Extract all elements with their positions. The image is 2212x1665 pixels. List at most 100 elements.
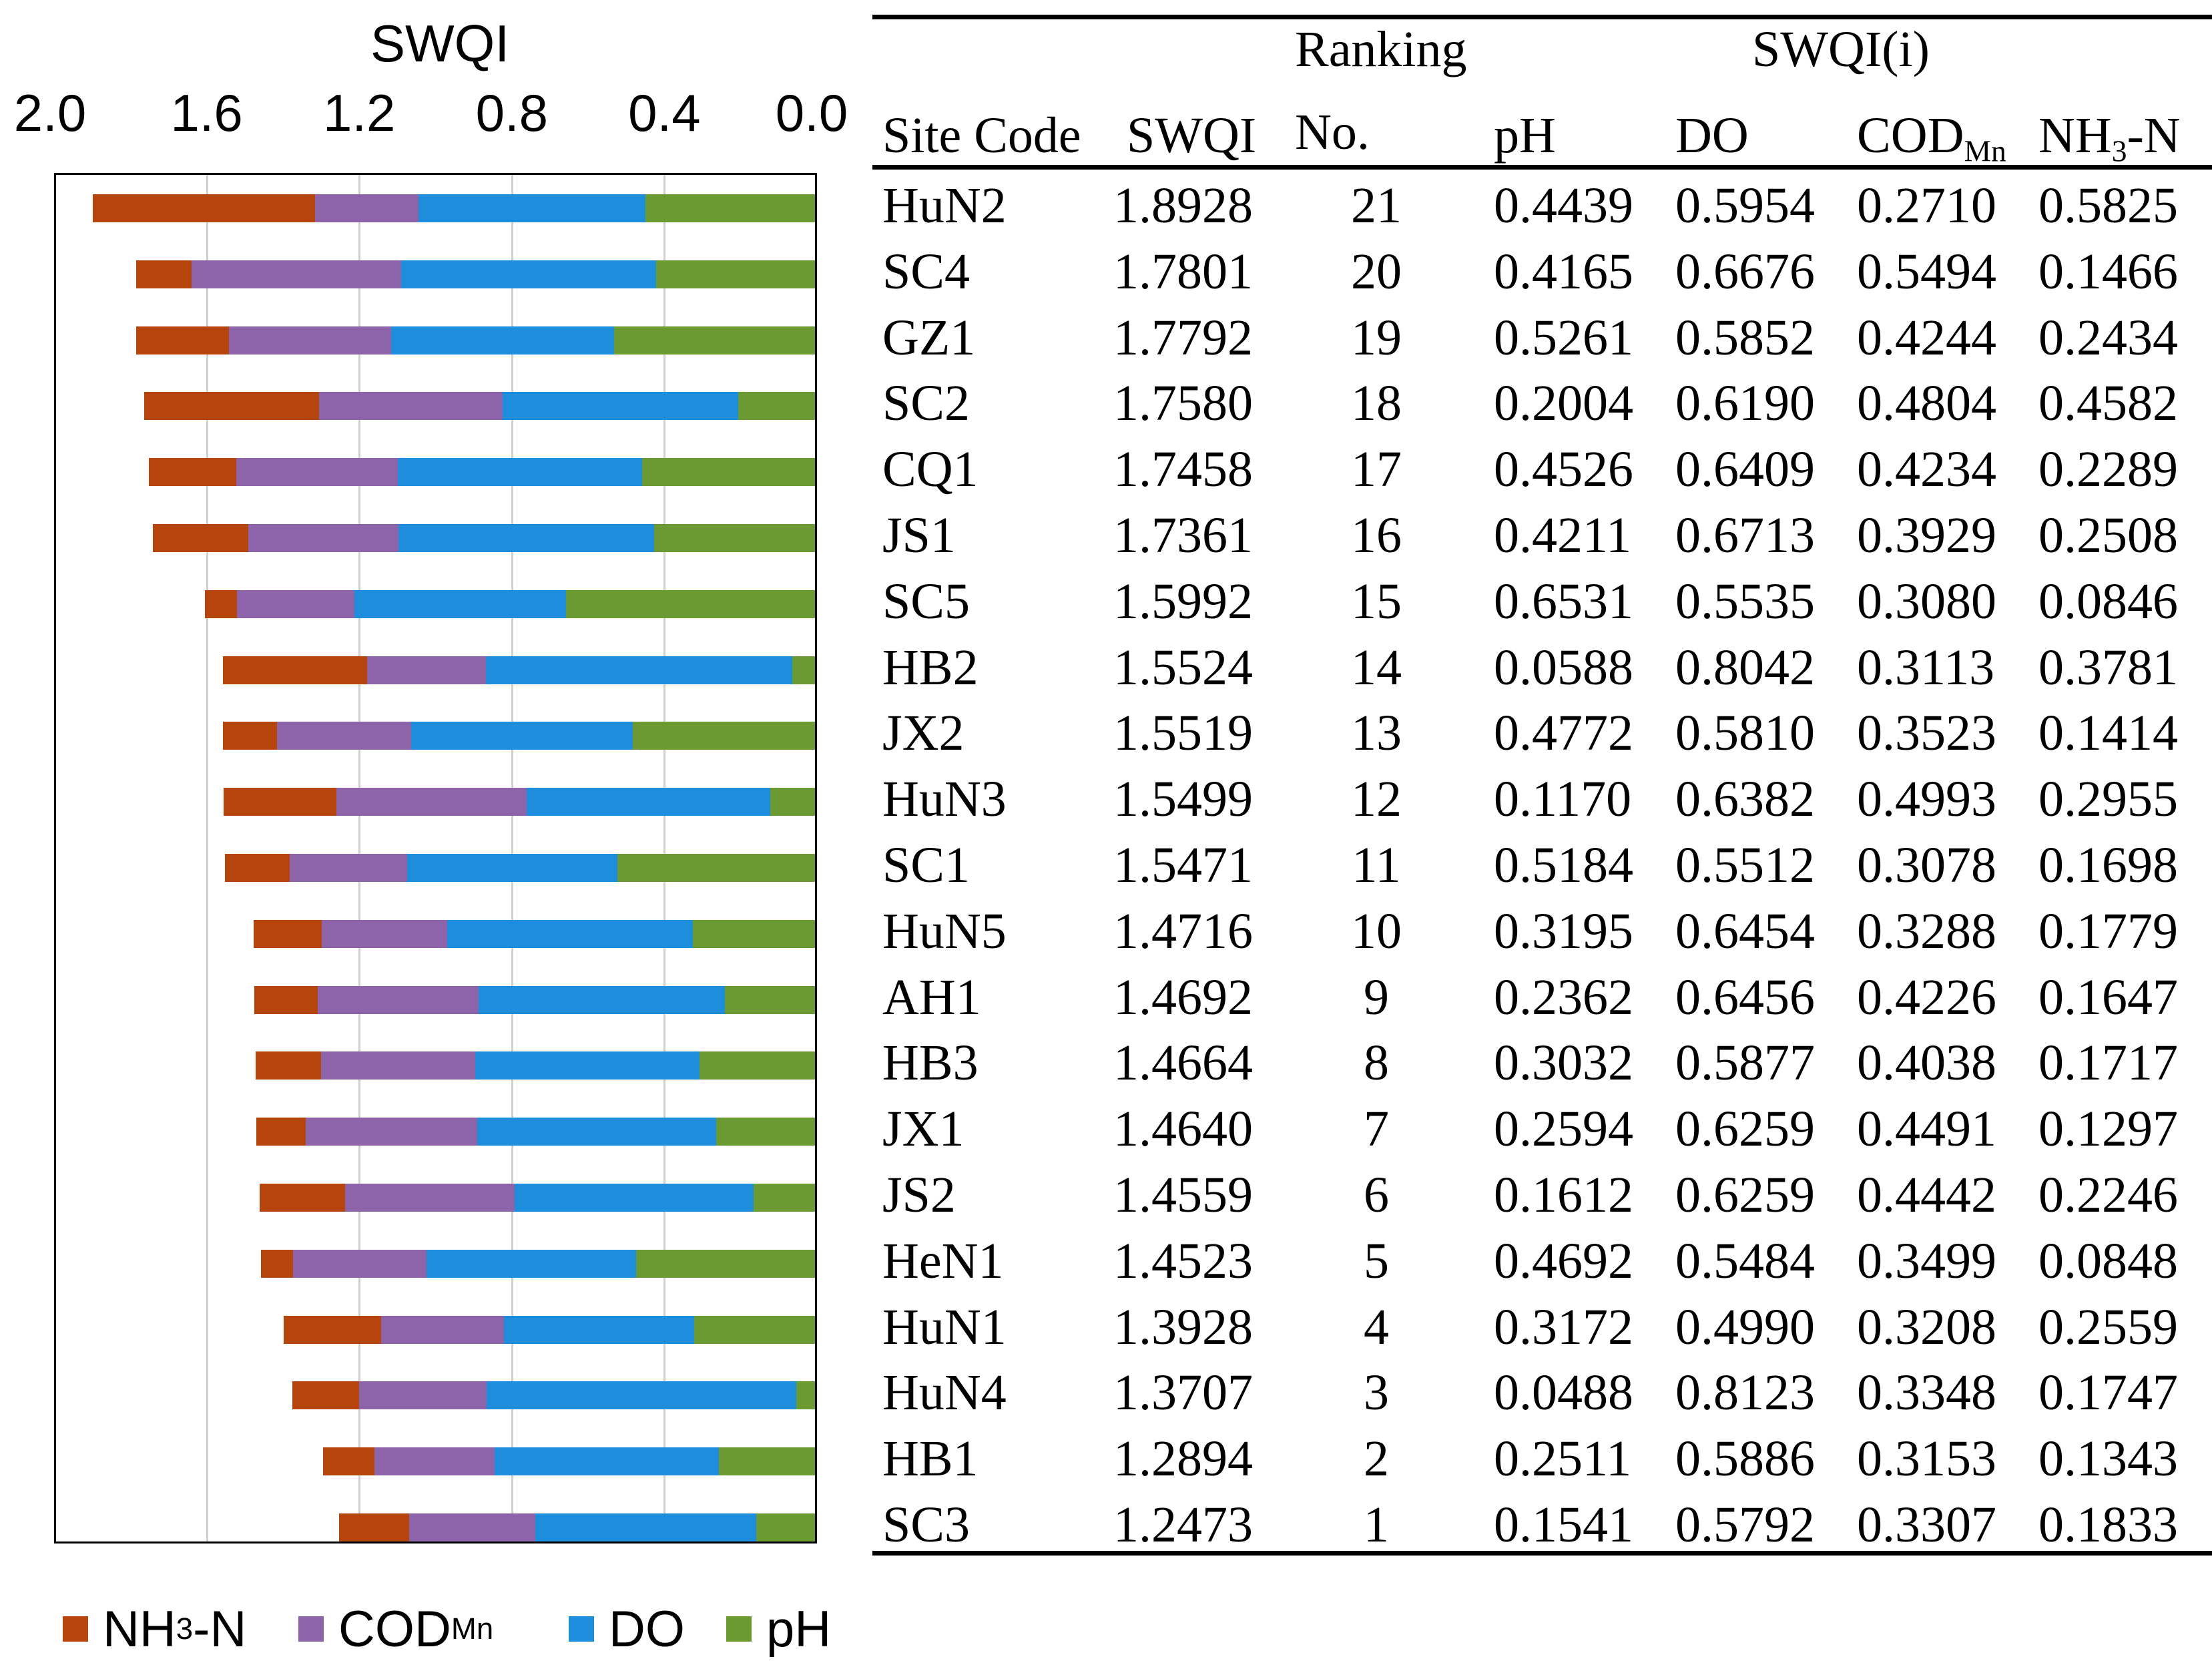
cell-swqi: 1.8928 xyxy=(1113,178,1253,234)
bar-ph-JX2 xyxy=(633,722,815,750)
cell-ranking-no: 4 xyxy=(1364,1298,1389,1355)
bar-nh3-JX1 xyxy=(256,1118,306,1146)
cell-ph: 0.0588 xyxy=(1494,639,1633,696)
header-site-code: Site Code xyxy=(882,107,1081,164)
cell-cod-mn: 0.3499 xyxy=(1857,1232,1996,1289)
bar-nh3-HuN2 xyxy=(93,194,316,222)
cell-do: 0.4990 xyxy=(1675,1298,1815,1355)
plot-area xyxy=(54,173,817,1543)
bar-do-JS2 xyxy=(515,1184,754,1212)
bar-ph-HuN5 xyxy=(693,919,815,948)
cell-ranking-no: 12 xyxy=(1351,771,1402,828)
bar-cod-HeN1 xyxy=(293,1249,427,1278)
gridline xyxy=(206,175,208,1541)
bar-nh3-JS1 xyxy=(152,524,249,552)
bar-nh3-HuN1 xyxy=(283,1315,382,1344)
bar-ph-HB1 xyxy=(719,1447,815,1476)
cell-ph: 0.3195 xyxy=(1494,903,1633,959)
header-swqi: SWQI xyxy=(1127,107,1257,164)
bar-cod-JS1 xyxy=(248,524,398,552)
cell-nh3-n: 0.1833 xyxy=(2038,1497,2178,1553)
bar-cod-CQ1 xyxy=(236,458,398,487)
cell-cod-mn: 0.2710 xyxy=(1857,178,1996,234)
cell-nh3-n: 0.1717 xyxy=(2038,1035,2178,1092)
cell-nh3-n: 0.4582 xyxy=(2038,375,2178,432)
cell-ranking-no: 9 xyxy=(1364,969,1389,1025)
header-ranking: Ranking xyxy=(1295,21,1467,77)
cell-cod-mn: 0.4038 xyxy=(1857,1035,1996,1092)
bar-do-HuN4 xyxy=(486,1381,797,1410)
legend-item-do: DO xyxy=(569,1601,685,1658)
bar-do-HB3 xyxy=(475,1051,700,1080)
bar-do-SC5 xyxy=(354,589,566,618)
bar-ph-SC1 xyxy=(617,854,815,882)
header-nh3-sub: 3 xyxy=(2111,134,2127,168)
table-header-rule xyxy=(872,165,2212,170)
bar-ph-HB2 xyxy=(792,656,815,684)
header-cod-sub: Mn xyxy=(1964,134,2006,168)
cell-ph: 0.5261 xyxy=(1494,309,1633,366)
cell-swqi: 1.5499 xyxy=(1113,771,1253,828)
cell-site-code: GZ1 xyxy=(882,309,976,366)
cell-swqi: 1.4692 xyxy=(1113,969,1253,1025)
bar-do-HeN1 xyxy=(427,1249,636,1278)
cell-do: 0.5954 xyxy=(1675,178,1815,234)
cell-do: 0.6454 xyxy=(1675,903,1815,959)
cell-cod-mn: 0.3113 xyxy=(1857,639,1995,696)
cell-site-code: HuN3 xyxy=(882,771,1007,828)
cell-do: 0.5484 xyxy=(1675,1232,1815,1289)
bar-ph-AH1 xyxy=(725,985,815,1014)
cell-do: 0.8042 xyxy=(1675,639,1815,696)
cell-ph: 0.1541 xyxy=(1494,1497,1633,1553)
cell-site-code: AH1 xyxy=(882,969,981,1025)
cell-site-code: HuN1 xyxy=(882,1298,1007,1355)
cell-ph: 0.3172 xyxy=(1494,1298,1633,1355)
x-axis-title: SWQI xyxy=(370,14,509,73)
cell-do: 0.5810 xyxy=(1675,705,1815,762)
cell-ph: 0.4211 xyxy=(1494,507,1632,563)
x-tick-label: 0.4 xyxy=(628,83,701,142)
cell-swqi: 1.7792 xyxy=(1113,309,1253,366)
cell-do: 0.6676 xyxy=(1675,243,1815,300)
cell-cod-mn: 0.3080 xyxy=(1857,573,1996,630)
bar-cod-HB3 xyxy=(321,1051,475,1080)
cell-cod-mn: 0.4993 xyxy=(1857,771,1996,828)
cell-nh3-n: 0.2508 xyxy=(2038,507,2178,563)
cell-nh3-n: 0.1647 xyxy=(2038,969,2178,1025)
cell-cod-mn: 0.3523 xyxy=(1857,705,1996,762)
bar-cod-HuN1 xyxy=(381,1315,504,1344)
cell-ranking-no: 6 xyxy=(1364,1167,1389,1223)
cell-ph: 0.2594 xyxy=(1494,1101,1633,1158)
bar-cod-JS2 xyxy=(345,1184,515,1212)
bar-cod-HB2 xyxy=(366,656,486,684)
header-cod-text: COD xyxy=(1857,107,1964,164)
cell-cod-mn: 0.4244 xyxy=(1857,309,1996,366)
cell-cod-mn: 0.4442 xyxy=(1857,1167,1996,1223)
cell-ranking-no: 19 xyxy=(1351,309,1402,366)
bar-nh3-HB2 xyxy=(222,656,367,684)
cell-nh3-n: 0.2246 xyxy=(2038,1167,2178,1223)
bar-ph-HuN1 xyxy=(694,1315,815,1344)
legend-swatch xyxy=(298,1616,324,1642)
bar-do-JS1 xyxy=(398,524,655,552)
header-nh3-text: NH xyxy=(2038,107,2112,164)
cell-swqi: 1.4559 xyxy=(1113,1167,1253,1223)
x-tick-label: 2.0 xyxy=(13,83,87,142)
cell-ranking-no: 18 xyxy=(1351,375,1402,432)
cell-ph: 0.4165 xyxy=(1494,243,1633,300)
cell-site-code: SC4 xyxy=(882,243,970,300)
bar-nh3-SC2 xyxy=(144,392,320,421)
cell-ph: 0.5184 xyxy=(1494,837,1633,893)
bar-ph-HuN2 xyxy=(645,194,815,222)
cell-ranking-no: 1 xyxy=(1364,1497,1389,1553)
bar-cod-HuN4 xyxy=(358,1381,487,1410)
bar-cod-JX2 xyxy=(276,722,412,750)
cell-do: 0.6382 xyxy=(1675,771,1815,828)
bar-ph-SC5 xyxy=(565,589,815,618)
header-no: No. xyxy=(1295,104,1370,160)
cell-do: 0.5886 xyxy=(1675,1431,1815,1487)
bar-nh3-SC3 xyxy=(339,1513,409,1541)
cell-ranking-no: 13 xyxy=(1351,705,1402,762)
cell-swqi: 1.7458 xyxy=(1113,441,1253,498)
